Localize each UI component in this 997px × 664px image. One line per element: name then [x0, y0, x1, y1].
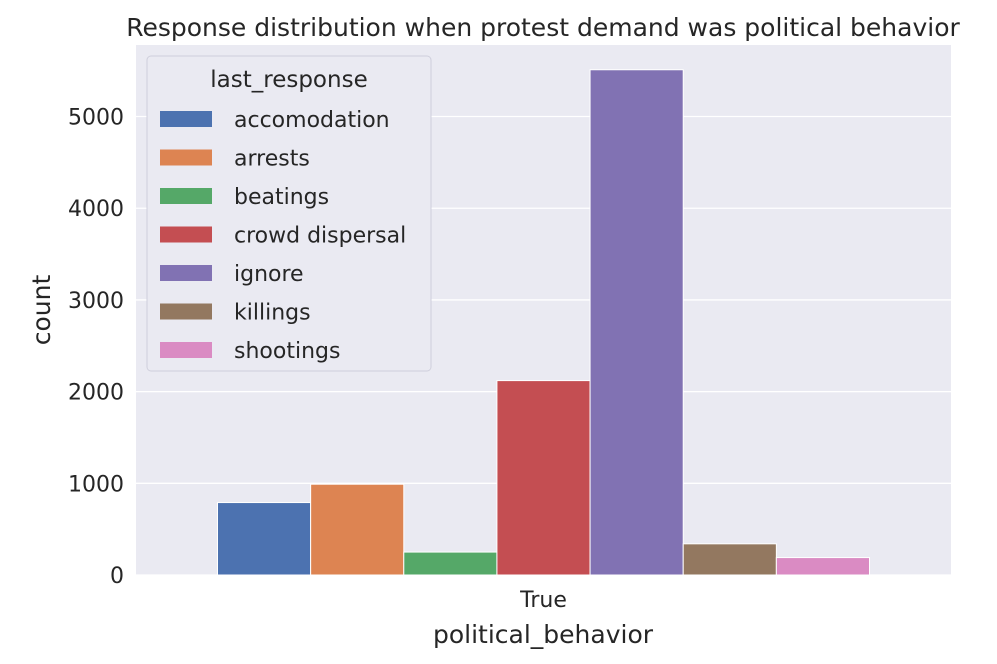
legend-label: ignore — [234, 262, 304, 287]
bar-accomodation — [218, 503, 311, 575]
legend-label: killings — [234, 301, 311, 326]
bar-arrests — [311, 484, 404, 575]
legend-label: crowd dispersal — [234, 224, 406, 249]
y-axis-ticks: 0 1000 2000 3000 4000 5000 — [68, 106, 124, 589]
bar-ignore — [590, 70, 683, 575]
y-tick-label: 4000 — [68, 197, 124, 222]
legend-swatch — [160, 150, 212, 166]
legend-label: accomodation — [234, 108, 390, 133]
legend-label: shootings — [234, 339, 340, 364]
legend-swatch — [160, 188, 212, 204]
y-tick-label: 1000 — [68, 472, 124, 497]
x-axis-label: political_behavior — [433, 620, 654, 649]
legend-swatch — [160, 111, 212, 127]
bar-shootings — [776, 558, 869, 575]
y-tick-label: 0 — [110, 564, 124, 589]
y-tick-label: 5000 — [68, 106, 124, 131]
legend-label: beatings — [234, 185, 329, 210]
bar-crowd-dispersal — [497, 381, 590, 575]
bar-killings — [683, 544, 776, 575]
y-tick-label: 3000 — [68, 289, 124, 314]
x-axis-ticks: True — [519, 588, 567, 613]
legend-swatch — [160, 304, 212, 320]
x-tick-label: True — [519, 588, 567, 613]
legend-swatch — [160, 342, 212, 358]
legend-swatch — [160, 227, 212, 243]
chart-title: Response distribution when protest deman… — [126, 13, 960, 42]
legend-title: last_response — [210, 67, 367, 93]
bar-beatings — [404, 552, 497, 575]
legend-label: arrests — [234, 147, 310, 172]
legend: last_response accomodation arrests beating… — [147, 56, 431, 371]
legend-swatch — [160, 265, 212, 281]
y-axis-label: count — [27, 275, 56, 346]
y-tick-label: 2000 — [68, 381, 124, 406]
